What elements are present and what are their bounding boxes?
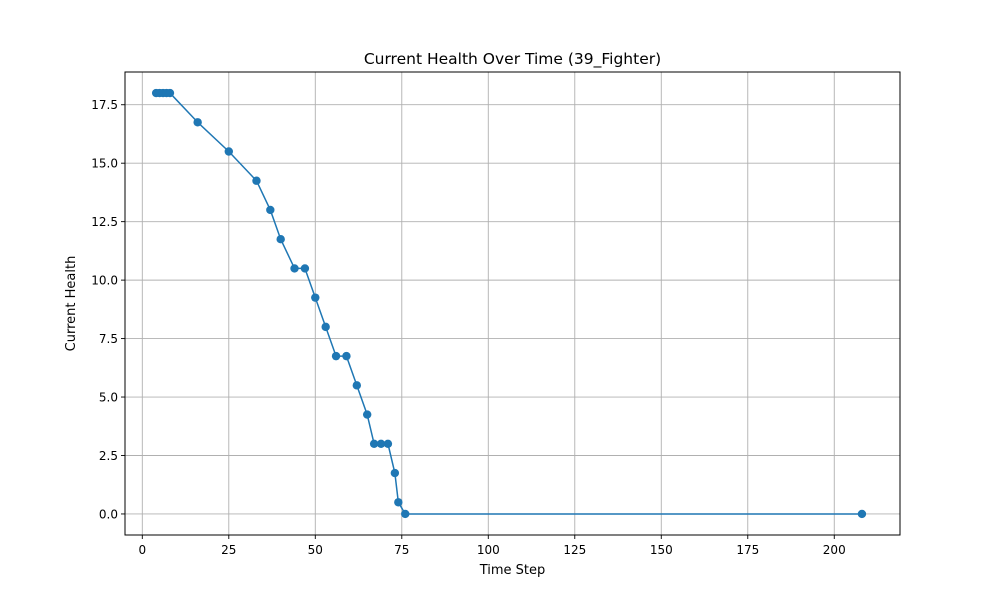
data-point xyxy=(376,439,386,449)
data-point xyxy=(394,498,403,507)
data-point xyxy=(252,176,261,185)
x-axis-label: Time Step xyxy=(479,563,546,578)
data-point xyxy=(352,381,362,390)
y-tick-label: 12.5 xyxy=(91,215,118,229)
y-tick-label: 0.0 xyxy=(99,507,118,521)
x-tick-label: 75 xyxy=(394,543,409,557)
x-tick-label: 125 xyxy=(563,543,586,557)
data-point xyxy=(362,410,372,419)
y-tick-label: 5.0 xyxy=(99,391,118,405)
data-point xyxy=(342,351,351,361)
x-tick-label: 25 xyxy=(221,543,236,557)
y-axis-label: Current Health xyxy=(64,256,79,352)
y-tick-label: 15.0 xyxy=(91,157,118,171)
data-point xyxy=(276,234,285,244)
data-point xyxy=(401,509,410,519)
chart-title: Current Health Over Time (39_Fighter) xyxy=(364,50,661,69)
plot-frame xyxy=(124,71,901,536)
data-point xyxy=(383,439,393,449)
ticks: 0 25 50 75 100 125 150 175 200 0.0 2.5 5.0 7.5 10.0 12… xyxy=(91,98,845,557)
data-point xyxy=(266,205,275,215)
x-tick-label: 0 xyxy=(138,543,146,557)
data-point xyxy=(165,88,175,98)
data-point xyxy=(321,322,330,332)
x-tick-label: 175 xyxy=(736,543,759,557)
data-point xyxy=(311,293,320,302)
y-tick-label: 2.5 xyxy=(99,449,118,463)
data-point xyxy=(193,118,202,127)
y-tick-label: 7.5 xyxy=(99,332,118,346)
data-point xyxy=(369,439,379,449)
y-tick-label: 17.5 xyxy=(91,98,118,112)
data-point xyxy=(331,351,341,361)
x-tick-label: 150 xyxy=(650,543,673,557)
data-point xyxy=(290,264,299,273)
x-tick-label: 50 xyxy=(308,543,323,557)
data-point xyxy=(857,509,867,519)
x-tick-label: 200 xyxy=(823,543,846,557)
grid xyxy=(125,72,900,535)
data-point xyxy=(300,264,310,273)
y-tick-label: 10.0 xyxy=(91,274,118,288)
data-point xyxy=(224,147,233,156)
series-layer xyxy=(151,88,867,519)
data-point xyxy=(390,468,400,478)
x-tick-label: 100 xyxy=(477,543,500,557)
